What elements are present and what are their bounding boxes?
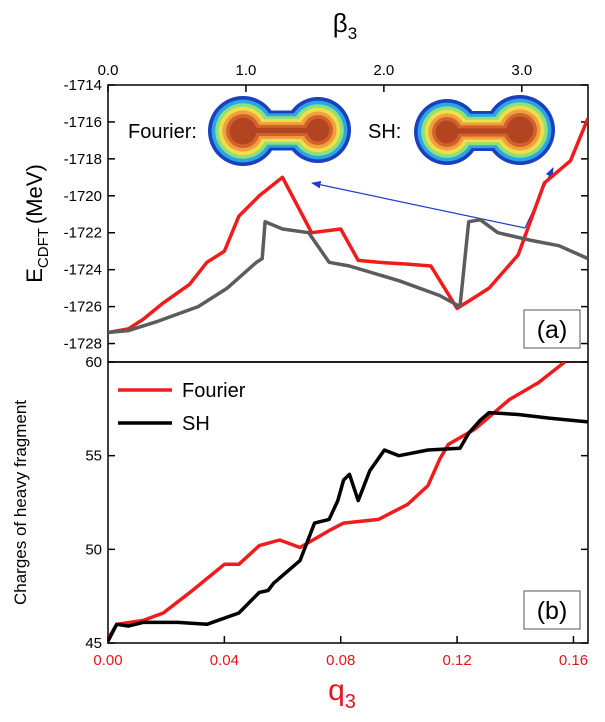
annotation: SH: [368,121,401,143]
label-main: β [333,8,348,38]
y-tick-label: -1726 [64,299,102,316]
label-sub: CDFT [35,228,52,268]
y-tick-label: 60 [85,354,102,371]
y-axis-label: ECDFT (MeV) [22,164,52,283]
y-axis-label: Charges of heavy fragment [11,400,30,605]
x-tick-label: 0.00 [93,652,122,669]
density-insets [208,95,555,166]
label-main: E [22,268,47,283]
y-tick-label: 55 [85,448,102,465]
y-tick-label: -1716 [64,114,102,131]
top-tick-label: 0.0 [98,62,119,79]
panel-label-box [523,590,581,630]
y-tick-label: -1728 [64,336,102,353]
panel-label: (b) [537,597,568,625]
top-axis-label: β3 [333,8,357,43]
label-sub: 3 [348,24,357,43]
top-tick-label: 2.0 [373,62,394,79]
x-tick-label: 0.04 [210,652,239,669]
x-tick-label: 0.08 [326,652,355,669]
arrow [311,181,526,229]
label-main: q [328,674,345,707]
x-tick-label: 0.16 [559,652,588,669]
series-line [108,410,588,642]
top-tick-label: 3.0 [511,62,532,79]
top-tick-label: 1.0 [236,62,257,79]
series-line [108,117,588,335]
panel-label-box [523,309,581,349]
y-tick-label: -1720 [64,188,102,205]
y-tick-label: -1714 [64,77,102,94]
panel-frame [107,361,589,644]
legend-label: SH [182,413,210,435]
label-unit: (MeV) [22,164,47,224]
density-layer [243,127,318,134]
y-tick-label: -1722 [64,225,102,242]
label-sub: 3 [345,691,356,713]
series-line [108,362,566,641]
y-tick-label: 45 [85,635,102,652]
series-line [108,218,588,335]
annotation: Fourier: [128,121,197,143]
y-tick-label: 50 [85,541,102,558]
x-tick-label: 0.12 [442,652,471,669]
density-layer [447,128,520,134]
y-tick-label: -1724 [64,262,102,279]
plot: -1728 -1726 -1724 -1722 -1720 -1718 -1716 -1714… [11,8,588,713]
legend-label: Fourier [182,380,246,402]
x-axis-label: q3 [328,674,356,713]
panel-label: (a) [537,316,568,344]
y-tick-label: -1718 [64,151,102,168]
